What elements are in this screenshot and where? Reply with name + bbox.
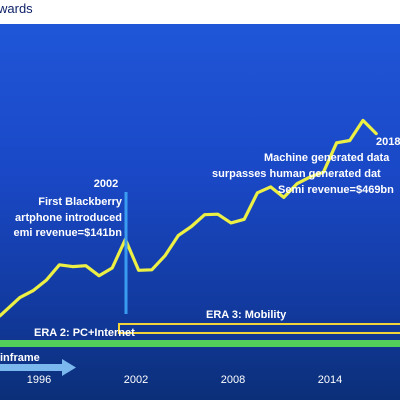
- chart-panel: [0, 24, 400, 400]
- header-text: wards: [0, 1, 33, 16]
- era3-band: [118, 323, 400, 334]
- x-tick-label: 2002: [124, 374, 148, 386]
- annotation-2002-line: First Blackberry: [38, 196, 123, 208]
- era1-band: [0, 364, 62, 371]
- x-tick-label: 2014: [318, 374, 342, 386]
- era3-label: ERA 3: Mobility: [206, 309, 287, 321]
- annotation-2002-line: emi revenue=$141bn: [13, 227, 122, 239]
- era-bands: ERA 3: Mobility ERA 2: PC+Internet inframe: [0, 309, 400, 376]
- era1-arrowhead: [62, 359, 76, 376]
- header-band: wards: [0, 0, 400, 24]
- era2-label: ERA 2: PC+Internet: [34, 327, 135, 339]
- era1-label: inframe: [0, 352, 40, 364]
- x-tick-label: 1996: [27, 374, 51, 386]
- annotation-layer: 2002 First Blackberry artphone introduced e…: [13, 136, 400, 314]
- series-layer: [0, 118, 378, 318]
- annotation-2002-line: artphone introduced: [15, 212, 122, 224]
- annotation-2018-line: Machine generated data: [264, 152, 390, 164]
- x-tick-label: 2008: [221, 374, 245, 386]
- era2-band: [0, 340, 400, 347]
- annotation-2018-line: Semi revenue=$469bn: [278, 184, 394, 196]
- annotation-2002-year: 2002: [94, 178, 118, 190]
- series-line: [0, 118, 378, 318]
- annotation-2018-line: surpasses human generated dat: [212, 168, 381, 180]
- annotation-2018-year: 2018: [376, 136, 400, 148]
- x-tick-layer: 1996 2002 2008 2014: [27, 374, 342, 386]
